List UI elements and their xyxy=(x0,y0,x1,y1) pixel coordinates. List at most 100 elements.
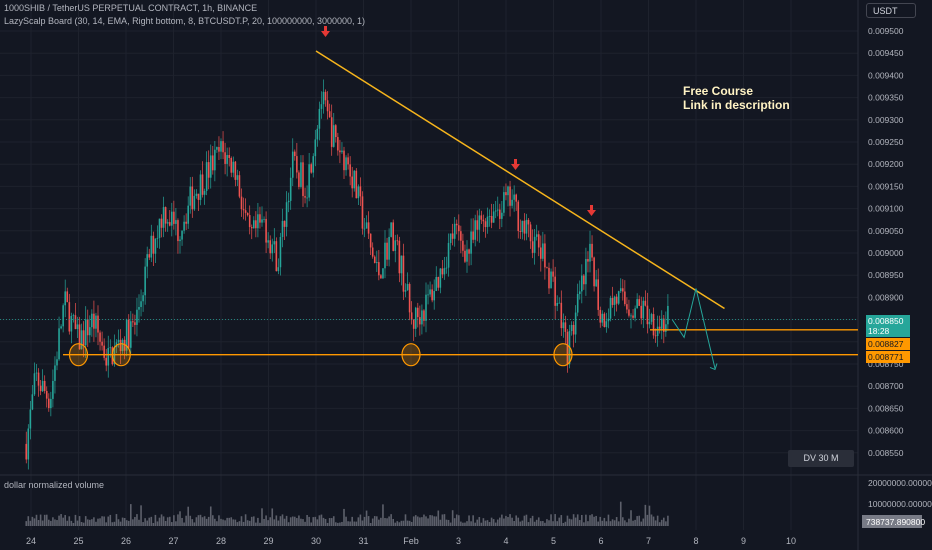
volume-bar xyxy=(443,514,446,526)
candle-body xyxy=(326,100,329,112)
candle-body xyxy=(369,233,372,248)
y-tick-label: 0.009250 xyxy=(868,137,904,147)
volume-bar xyxy=(232,519,235,526)
touch-circle xyxy=(553,343,573,367)
volume-bar xyxy=(501,514,503,526)
volume-bar xyxy=(433,516,435,526)
volume-bar xyxy=(269,517,271,526)
x-tick-label: 4 xyxy=(503,536,508,546)
x-tick-label: Feb xyxy=(403,536,419,546)
volume-bar xyxy=(394,522,397,526)
candle-body xyxy=(224,152,226,164)
volume-bar xyxy=(521,520,524,526)
volume-bar xyxy=(56,520,58,526)
candle-body xyxy=(173,211,175,224)
candle-body xyxy=(117,339,120,343)
volume-bar xyxy=(109,514,112,526)
candle-body xyxy=(205,162,208,191)
volume-bar xyxy=(35,514,38,526)
volume-bar xyxy=(564,521,567,526)
candle-body xyxy=(207,162,210,178)
x-tick-label: 6 xyxy=(598,536,603,546)
volume-bar xyxy=(658,522,661,526)
support-2-label: 0.008771 xyxy=(866,351,910,363)
candle-body xyxy=(576,294,579,313)
candle-body xyxy=(275,241,278,272)
candle-body xyxy=(531,241,534,253)
volume-bar xyxy=(298,515,300,526)
candle-body xyxy=(488,216,491,217)
candle-body xyxy=(125,319,128,351)
volume-bar xyxy=(236,522,239,526)
candle-body xyxy=(595,279,597,287)
candle-body xyxy=(384,242,386,269)
volume-bar xyxy=(326,522,329,526)
volume-bar xyxy=(248,520,251,526)
volume-axis: 20000000.000000 10000000.000000 738737.890… xyxy=(862,478,932,528)
volume-bar xyxy=(171,522,173,526)
volume-bar xyxy=(68,516,71,526)
time-axis[interactable]: 24 25 26 27 28 29 30 31 Feb 3 4 5 6 7 8 9 10 xyxy=(26,536,796,546)
volume-bar xyxy=(663,517,665,526)
volume-bar xyxy=(228,517,230,526)
volume-bar xyxy=(205,518,208,526)
volume-bar xyxy=(201,517,204,526)
volume-bar xyxy=(523,515,526,526)
candle-body xyxy=(332,125,335,147)
candle-body xyxy=(261,219,263,223)
volume-bar xyxy=(654,520,657,526)
candle-body xyxy=(269,240,271,254)
touch-circle xyxy=(401,343,421,367)
candle-body xyxy=(464,250,466,262)
volume-bar xyxy=(86,519,89,526)
candle-body xyxy=(466,249,468,262)
currency-button[interactable]: USDT xyxy=(866,3,916,18)
volume-bar xyxy=(250,516,253,526)
volume-bar xyxy=(546,519,548,526)
candle-body xyxy=(86,319,89,336)
volume-bar xyxy=(283,518,286,526)
volume-bar xyxy=(121,517,124,526)
candle-body xyxy=(310,164,312,173)
volume-bar xyxy=(134,517,136,526)
volume-bar xyxy=(320,514,323,526)
volume-pane-title: dollar normalized volume xyxy=(4,480,105,490)
candle-body xyxy=(443,268,446,275)
volume-bar xyxy=(300,518,302,526)
volume-bar xyxy=(361,520,364,526)
indicator-legend[interactable]: LazyScalp Board (30, 14, EMA, Right bott… xyxy=(4,16,366,26)
volume-bar xyxy=(496,519,499,526)
candle-body xyxy=(636,299,638,309)
volume-bar xyxy=(503,518,505,526)
candle-body xyxy=(507,186,509,196)
candle-body xyxy=(291,151,294,178)
volume-bar xyxy=(589,515,591,526)
price-axis[interactable]: 0.009500 0.009450 0.009400 0.009350 0.009300… xyxy=(868,26,904,458)
y-tick-label: 0.008650 xyxy=(868,403,904,413)
volume-bar xyxy=(400,520,403,526)
volume-bar xyxy=(576,514,579,526)
volume-bar xyxy=(363,516,366,526)
volume-bar xyxy=(560,515,563,526)
candle-body xyxy=(185,221,187,224)
candle-body xyxy=(365,222,368,229)
candle-body xyxy=(396,240,399,242)
volume-bar xyxy=(294,516,296,526)
candle-body xyxy=(591,243,593,258)
volume-bar xyxy=(638,515,640,526)
volume-bar xyxy=(613,520,616,526)
drawing-overlays xyxy=(0,26,858,371)
candle-body xyxy=(578,291,581,295)
volume-bar xyxy=(507,517,509,526)
y-tick-label: 0.009000 xyxy=(868,248,904,258)
descending-trendline[interactable] xyxy=(315,50,725,310)
symbol-title: 1000SHIB / TetherUS PERPETUAL CONTRACT, … xyxy=(4,3,258,13)
x-tick-label: 30 xyxy=(311,536,321,546)
volume-bar xyxy=(445,519,448,526)
volume-bar xyxy=(458,515,460,526)
volume-bar xyxy=(652,516,655,526)
y-tick-label: 0.008700 xyxy=(868,381,904,391)
candle-body xyxy=(449,233,452,243)
projection-path[interactable] xyxy=(671,288,716,369)
